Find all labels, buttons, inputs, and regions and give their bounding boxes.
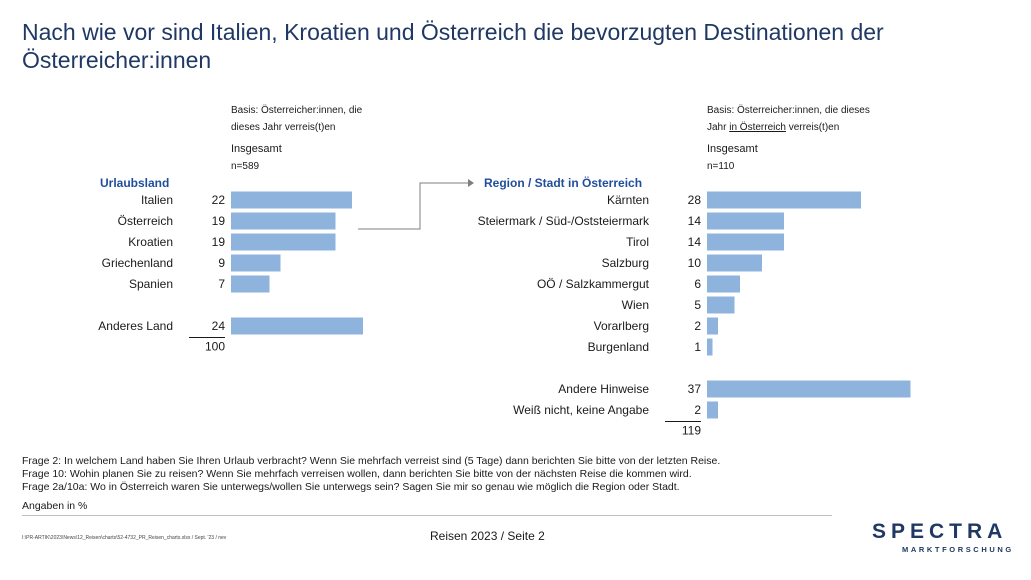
category-label: Vorarlberg [594, 319, 649, 333]
bar [231, 254, 281, 272]
value-label: 24 [212, 319, 226, 333]
bar [707, 233, 784, 251]
category-label: Kärnten [607, 193, 649, 207]
bar [231, 191, 352, 209]
value-label: 6 [694, 277, 701, 291]
value-label: 1 [694, 340, 701, 354]
value-label: 2 [694, 403, 701, 417]
category-label: Italien [141, 193, 173, 207]
bar [707, 296, 735, 314]
total-label: 100 [205, 340, 225, 354]
footer-divider [22, 515, 832, 516]
category-label: Spanien [129, 277, 173, 291]
page-number: Reisen 2023 / Seite 2 [430, 529, 545, 543]
bar [231, 275, 270, 293]
value-label: 5 [694, 298, 701, 312]
value-label: 9 [218, 256, 225, 270]
category-label: Weiß nicht, keine Angabe [513, 403, 649, 417]
left-basis-line2: dieses Jahr verreis(t)en [231, 122, 336, 133]
value-label: 10 [688, 256, 702, 270]
value-label: 19 [212, 214, 226, 228]
category-label: OÖ / Salzkammergut [537, 277, 650, 291]
value-label: 2 [694, 319, 701, 333]
bar [231, 317, 363, 335]
left-header: Urlaubsland [100, 176, 170, 190]
right-basis-underlined: in Österreich [729, 122, 786, 133]
logo-subline: MARKTFORSCHUNG [902, 545, 1014, 554]
right-group-label: Insgesamt [707, 143, 758, 155]
category-label: Kroatien [128, 235, 173, 249]
left-chart: Italien 22 Österreich 19 Kroatien 19 Griechenl… [98, 191, 363, 354]
bar [231, 233, 336, 251]
value-label: 37 [688, 382, 702, 396]
left-basis-line1: Basis: Österreicher:innen, die [231, 105, 363, 116]
right-basis-line2: Jahr in Österreich verreis(t)en [707, 119, 839, 136]
bar [707, 401, 718, 419]
right-n-label: n=110 [707, 161, 735, 172]
category-label: Salzburg [602, 256, 649, 270]
category-label: Tirol [626, 235, 649, 249]
value-label: 22 [212, 193, 226, 207]
total-label: 119 [682, 424, 701, 438]
footer-question-2: Frage 10: Wohin planen Sie zu reisen? We… [22, 468, 692, 480]
right-header: Region / Stadt in Österreich [484, 176, 643, 190]
category-label: Wien [622, 298, 649, 312]
footer-question-1: Frage 2: In welchem Land haben Sie Ihren… [22, 455, 721, 467]
connector-arrow [358, 179, 474, 230]
footer-question-3: Frage 2a/10a: Wo in Österreich waren Sie… [22, 481, 680, 493]
logo-wordmark: SPECTRA [872, 520, 1008, 543]
value-label: 28 [688, 193, 702, 207]
bar [707, 380, 911, 398]
category-label: Anderes Land [98, 319, 173, 333]
category-label: Steiermark / Süd-/Oststeiermark [478, 214, 650, 228]
bar [707, 338, 713, 356]
value-label: 7 [218, 277, 225, 291]
right-basis-line1: Basis: Österreicher:innen, die dieses [707, 105, 870, 116]
right-basis-pre: Jahr [707, 122, 730, 133]
bar [707, 317, 718, 335]
value-label: 14 [688, 214, 702, 228]
left-n-label: n=589 [231, 161, 260, 172]
bar [707, 254, 762, 272]
bar [707, 275, 740, 293]
bar [707, 212, 784, 230]
category-label: Burgenland [588, 340, 649, 354]
right-basis-post: verreis(t)en [785, 122, 840, 133]
category-label: Österreich [118, 214, 173, 228]
unit-note: Angaben in % [22, 500, 88, 512]
category-label: Andere Hinweise [558, 382, 649, 396]
bar [707, 191, 861, 209]
category-label: Griechenland [102, 256, 173, 270]
page-title: Nach wie vor sind Italien, Kroatien und … [22, 19, 884, 73]
left-group-label: Insgesamt [231, 143, 282, 155]
spectra-logo: SPECTRA MARKTFORSCHUNG [872, 520, 1017, 554]
file-path: I:\PR-ARTIK\2023\News\12_Reisen\charts\5… [22, 535, 227, 541]
value-label: 14 [688, 235, 702, 249]
right-chart: Kärnten 28 Steiermark / Süd-/Oststeiermark… [478, 191, 911, 438]
value-label: 19 [212, 235, 226, 249]
bar [231, 212, 336, 230]
